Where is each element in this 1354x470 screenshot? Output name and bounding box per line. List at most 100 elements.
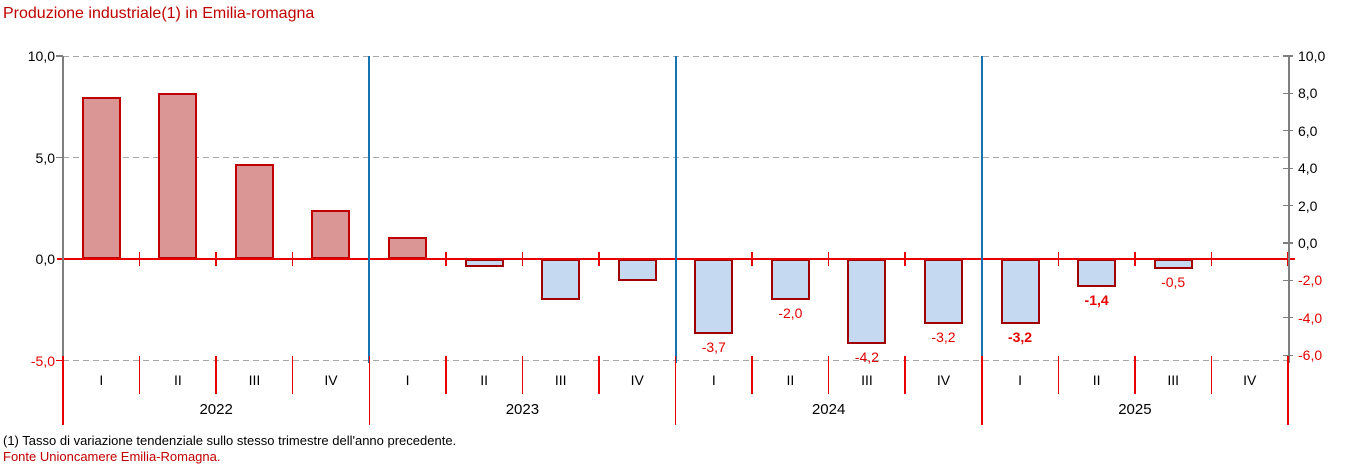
right-axis-tick [1283, 130, 1293, 132]
year-separator-tick [674, 356, 677, 425]
right-axis-label: 6,0 [1298, 122, 1318, 139]
right-axis-label: -6,0 [1298, 347, 1323, 364]
zero-tick [827, 252, 830, 267]
year-separator-line [674, 56, 677, 363]
bar-2025-I [1000, 259, 1040, 324]
bar-2023-II [464, 259, 504, 268]
right-axis-tick [1283, 317, 1293, 319]
zero-tick [598, 252, 600, 267]
zero-tick [138, 252, 141, 267]
quarter-separator-tick [827, 356, 830, 394]
right-axis-label: -2,0 [1298, 272, 1323, 289]
quarter-separator-tick [598, 356, 600, 394]
left-axis-tick [56, 156, 63, 159]
year-label: 2024 [811, 401, 846, 418]
right-axis-label: 10,0 [1298, 48, 1326, 64]
quarter-separator-tick [138, 356, 141, 394]
bar-2022-I [81, 96, 121, 260]
bar-2023-I [388, 236, 428, 260]
quarter-label: II [480, 372, 488, 388]
zero-tick [521, 252, 524, 267]
quarter-separator-tick [521, 356, 524, 394]
zero-tick [291, 252, 294, 267]
source-note: Fonte Unioncamere Emilia-Romagna. [3, 449, 221, 464]
zero-tick [751, 252, 753, 267]
bar-2024-IV [923, 259, 963, 324]
quarter-label: I [711, 372, 716, 388]
quarter-separator-tick [1134, 356, 1136, 394]
quarter-label: IV [936, 372, 951, 388]
footnote: (1) Tasso di variazione tendenziale sull… [3, 433, 457, 448]
data-label: -3,7 [701, 339, 726, 356]
data-label: -4,2 [854, 349, 879, 366]
year-separator-line [980, 56, 983, 363]
year-separator-tick [62, 356, 64, 425]
quarter-separator-tick [215, 356, 217, 394]
left-axis-label: -5,0 [30, 352, 55, 369]
right-axis-line [1288, 56, 1290, 363]
right-axis-tick [1283, 92, 1293, 95]
bar-2025-III [1153, 259, 1193, 270]
quarter-label: I [405, 372, 410, 388]
zero-tick [1134, 252, 1136, 267]
data-label: -3,2 [931, 329, 956, 346]
bar-2024-I [694, 259, 734, 335]
data-label: -0,5 [1161, 274, 1186, 291]
data-label: -2,0 [778, 304, 803, 321]
year-label: 2025 [1118, 401, 1152, 418]
quarter-label: II [786, 372, 795, 388]
quarter-separator-tick [904, 356, 906, 394]
quarter-label: IV [324, 372, 338, 388]
right-axis-tick [1283, 354, 1293, 356]
left-axis-tick [56, 359, 63, 362]
right-axis-tick [1283, 55, 1293, 57]
quarter-separator-tick [1210, 356, 1213, 394]
quarter-separator-tick [1057, 356, 1060, 394]
chart-title: Produzione industriale(1) in Emilia-roma… [3, 5, 315, 22]
zero-tick [215, 252, 217, 267]
year-label: 2023 [505, 401, 540, 418]
right-axis-tick [1283, 242, 1293, 244]
year-separator-tick [1287, 356, 1289, 425]
bar-2022-III [234, 163, 274, 260]
right-axis-label: 4,0 [1298, 160, 1318, 177]
quarter-separator-tick [291, 356, 294, 394]
left-axis-label: 10,0 [27, 48, 55, 64]
left-axis-label: 0,0 [35, 251, 55, 268]
quarter-label: II [1092, 372, 1101, 388]
bar-2023-III [541, 259, 581, 300]
bar-2024-II [770, 259, 810, 300]
right-axis-tick [1283, 204, 1293, 207]
year-separator-line [368, 56, 371, 363]
quarter-label: II [173, 372, 182, 388]
quarter-label: III [248, 372, 261, 388]
zero-tick [904, 252, 906, 267]
zero-tick [1210, 252, 1213, 267]
bar-2022-IV [311, 210, 351, 260]
left-axis-label: 5,0 [35, 149, 55, 166]
left-axis-tick [56, 55, 63, 57]
bar-2023-IV [617, 259, 657, 282]
year-separator-tick [368, 356, 370, 425]
right-axis-label: 2,0 [1298, 197, 1318, 214]
data-label: -1,4 [1084, 292, 1109, 309]
zero-tick [445, 252, 447, 267]
quarter-label: III [1167, 372, 1179, 388]
right-axis-label: -4,0 [1298, 309, 1323, 326]
right-axis-tick [1283, 279, 1293, 282]
right-axis-label: 8,0 [1298, 85, 1318, 102]
year-separator-tick [981, 356, 983, 425]
quarter-label: I [99, 372, 104, 388]
quarter-label: IV [1243, 372, 1257, 388]
bar-2024-III [847, 259, 887, 345]
right-axis-tick [1283, 167, 1293, 169]
right-axis-label: 0,0 [1298, 234, 1318, 251]
bar-2025-II [1077, 259, 1117, 288]
quarter-label: III [861, 372, 873, 388]
quarter-label: III [554, 372, 567, 388]
left-axis-line [62, 56, 64, 363]
zero-tick [1057, 252, 1060, 267]
year-label: 2022 [199, 401, 233, 418]
